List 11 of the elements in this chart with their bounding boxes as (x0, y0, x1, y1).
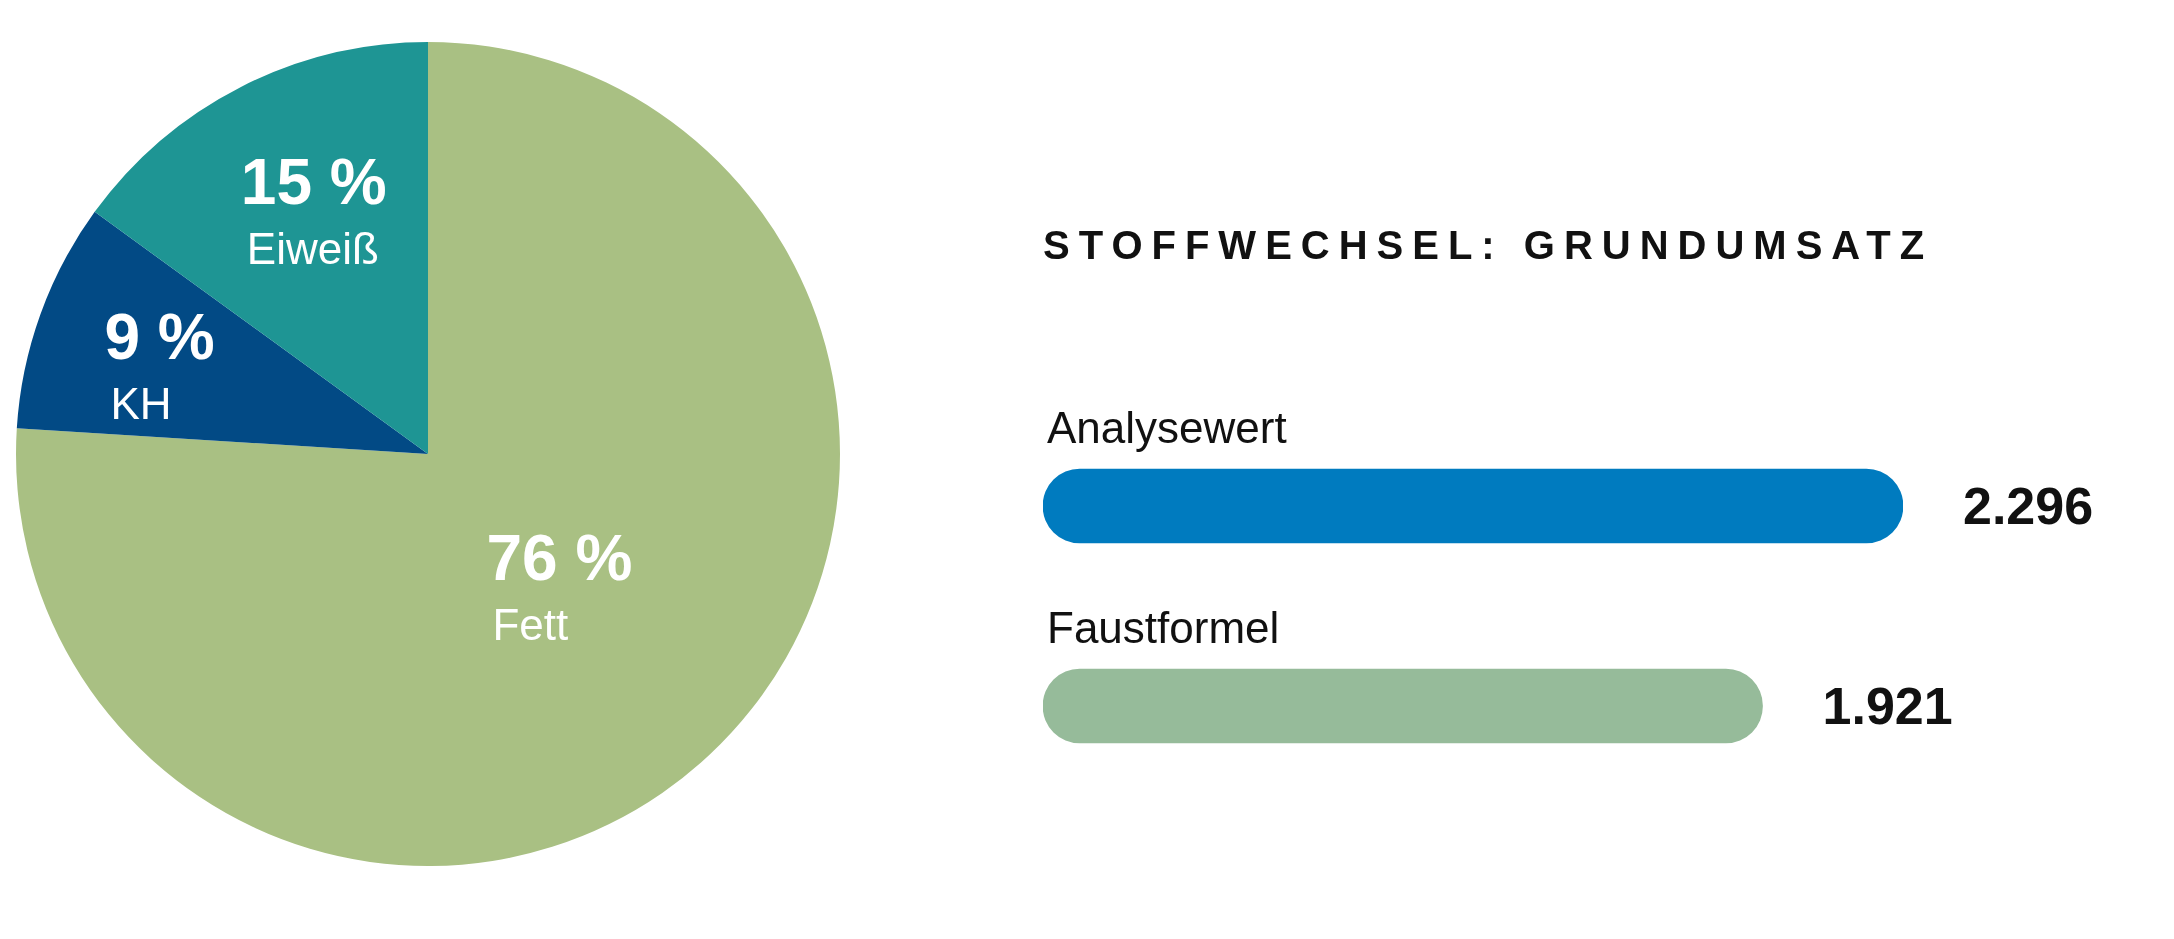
slice-label: Fett (492, 600, 569, 650)
data-label: 9 % (104, 301, 215, 374)
chart-title: STOFFWECHSEL: GRUNDUMSATZ (1043, 223, 1935, 269)
slice-label: KH (110, 379, 172, 429)
data-label: 15 % (240, 146, 387, 219)
slice-label: Eiweiß (246, 224, 379, 274)
data-label: 1.921 (1822, 677, 1953, 736)
y-tick-label: Faustformel (1047, 603, 1280, 652)
y-tick-label: Analysewert (1047, 403, 1287, 452)
data-label: 2.296 (1963, 477, 2094, 536)
data-label: 76 % (486, 522, 633, 595)
